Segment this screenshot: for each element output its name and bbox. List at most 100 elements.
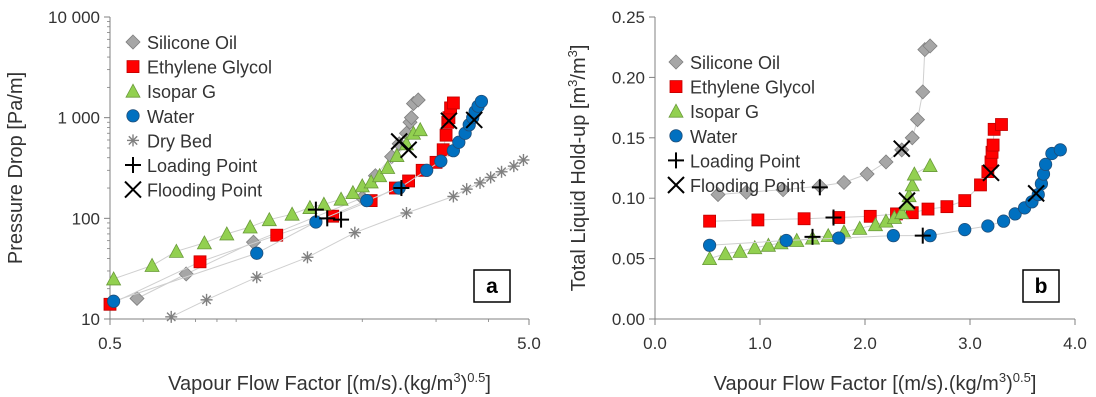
y-tick-label: 0.20 (612, 68, 645, 87)
x-axis-label-superscript: 0.5 (1013, 370, 1031, 385)
series-isopar-g (105, 121, 428, 286)
data-point (196, 235, 213, 250)
data-point (995, 118, 1008, 131)
data-point (906, 166, 923, 181)
series-flooding-point (390, 111, 483, 159)
data-point (439, 128, 453, 142)
data-point (284, 206, 300, 221)
legend-entry: Loading Point (147, 156, 257, 176)
data-point (399, 141, 418, 159)
data-point-stroke (893, 139, 911, 158)
data-point (242, 219, 258, 234)
data-point (333, 211, 350, 228)
legend-entry: Water (147, 107, 194, 127)
chart-panel-a: 10 100 1 000 10 000 0.5 5.0 Vapour Flow Factor… (5, 8, 541, 395)
x-axis-label-text: ] (485, 373, 491, 395)
y-axis-label-superscript: 3 (565, 50, 580, 57)
data-point (200, 293, 213, 306)
data-point (751, 213, 765, 227)
legend-marker (669, 129, 683, 143)
data-point-stroke (485, 172, 496, 183)
legend-marker (669, 80, 683, 93)
data-point (105, 271, 122, 286)
x-tick-label: 5.0 (517, 334, 541, 353)
data-point (898, 191, 916, 210)
data-point (775, 182, 791, 198)
data-point (738, 184, 754, 200)
legend-entry: Silicone Oil (690, 53, 780, 73)
data-point (301, 251, 314, 264)
legend-entry: Loading Point (690, 151, 800, 171)
panel-label-frame (1022, 269, 1060, 303)
y-tick-label: 0.05 (612, 250, 645, 269)
legend-entry: Water (690, 127, 737, 147)
data-point (380, 159, 396, 174)
data-point (1008, 207, 1022, 221)
data-point-stroke (399, 141, 418, 159)
data-point (474, 94, 489, 109)
data-point (922, 38, 938, 54)
x-axis-label-superscript: 0.5 (467, 370, 485, 385)
data-point (878, 154, 894, 170)
data-point-stroke (390, 132, 408, 151)
data-point-stroke (509, 161, 519, 171)
legend-entry: Ethylene Glycol (147, 58, 272, 78)
x-tick-label: 0.0 (643, 334, 667, 353)
data-point-stroke (461, 184, 472, 194)
data-point (465, 111, 483, 129)
data-point (981, 219, 995, 233)
x-axis-label-text: Vapour Flow Factor [(m/s).(kg/m (714, 373, 999, 395)
data-point (703, 214, 716, 228)
data-point (717, 245, 734, 261)
legend-marker (126, 60, 140, 73)
legend-entry: Dry Bed (147, 131, 212, 151)
data-point (1039, 157, 1053, 171)
legend-marker (125, 34, 141, 50)
data-point-stroke (448, 191, 459, 202)
data-point (447, 190, 460, 203)
legend-marker (668, 152, 684, 169)
legend: Silicone Oil Ethylene Glycol Isopar G Water… (667, 53, 815, 196)
data-point-stroke (496, 167, 507, 177)
data-point (400, 206, 413, 219)
data-point (165, 310, 178, 323)
legend-entry: Isopar G (690, 102, 759, 122)
data-point (958, 194, 972, 208)
data-point (747, 239, 763, 255)
data-point (852, 220, 868, 235)
data-point-stroke (350, 228, 360, 238)
data-point (1053, 143, 1067, 157)
data-point (452, 135, 466, 149)
data-point (250, 271, 263, 284)
data-point-stroke (518, 155, 529, 165)
series-loading-point (804, 179, 931, 245)
data-point (495, 165, 508, 178)
legend-marker-stroke (124, 180, 142, 199)
data-point (420, 163, 434, 177)
chart-panel-b: 0.00 0.05 0.10 0.15 0.20 0.25 0.0 1.0 2.0 3.0 4.0 V… (565, 8, 1087, 395)
data-point (940, 200, 954, 214)
data-point (302, 199, 318, 214)
data-point (859, 166, 875, 182)
legend-marker (668, 103, 684, 118)
data-point-stroke (982, 164, 1000, 182)
legend-marker (125, 83, 141, 98)
legend-marker (668, 54, 684, 70)
legend-entry: Silicone Oil (147, 33, 237, 53)
series-ethylene-glycol (703, 118, 1008, 228)
data-point (982, 164, 1000, 182)
data-point-stroke (465, 111, 483, 129)
x-tick-label: 1.0 (748, 334, 772, 353)
data-point (517, 153, 530, 166)
series-water (702, 143, 1067, 252)
x-tick-label: 0.5 (98, 334, 122, 353)
data-point (914, 227, 931, 244)
data-point (270, 228, 284, 242)
data-point (319, 210, 336, 227)
series-flooding-point (893, 139, 1045, 210)
data-point (732, 243, 748, 258)
data-point (986, 138, 1000, 152)
legend: Silicone Oil Ethylene Glycol Isopar G Water… (124, 33, 272, 201)
y-axis-label-text: Total Liquid Hold-up [m (568, 87, 590, 292)
panel-label: a (486, 275, 498, 298)
